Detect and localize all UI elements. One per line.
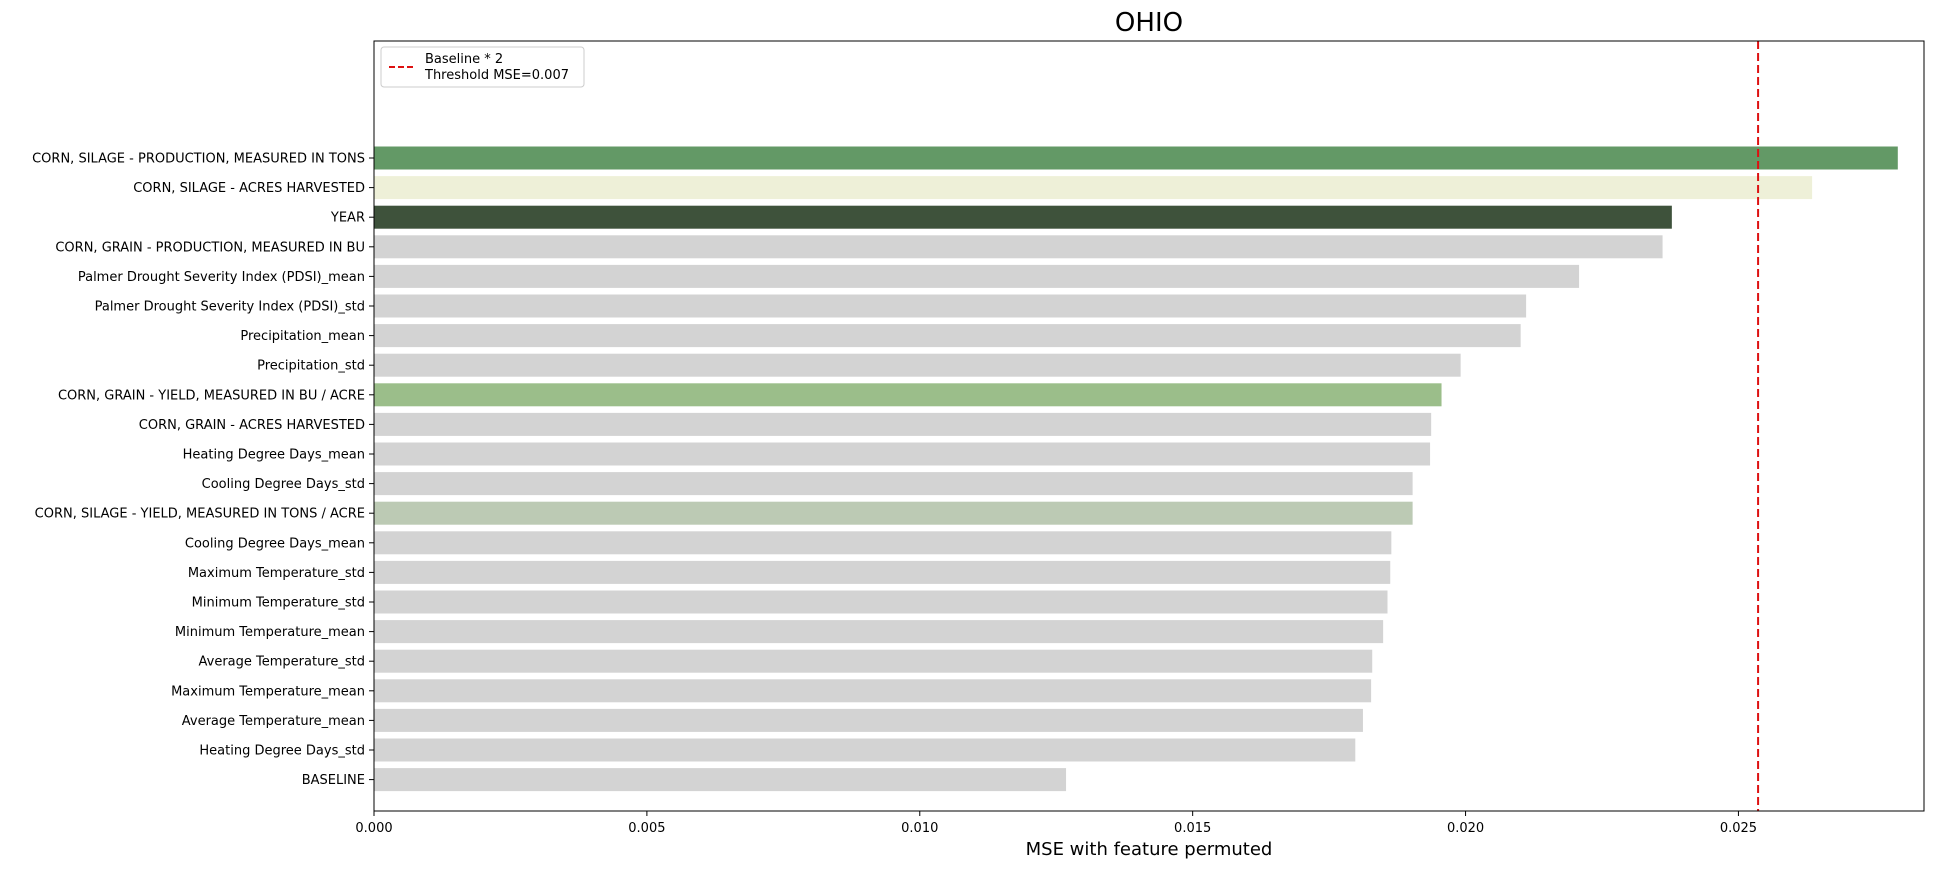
bar bbox=[374, 264, 1580, 288]
bar bbox=[374, 324, 1521, 348]
x-tick-label: 0.005 bbox=[628, 821, 665, 836]
y-tick-label: Precipitation_mean bbox=[240, 329, 365, 344]
bar bbox=[374, 383, 1442, 407]
bar bbox=[374, 442, 1431, 466]
x-tick-label: 0.025 bbox=[1720, 821, 1757, 836]
bar bbox=[374, 679, 1372, 703]
x-tick-label: 0.015 bbox=[1174, 821, 1211, 836]
y-tick-label: Heating Degree Days_mean bbox=[183, 448, 365, 463]
legend-box bbox=[380, 46, 585, 88]
bar bbox=[374, 205, 1672, 229]
legend-entry-2: Threshold MSE=0.007 bbox=[424, 68, 569, 83]
y-tick-label: Average Temperature_std bbox=[199, 655, 366, 670]
bar bbox=[374, 590, 1388, 614]
bar bbox=[374, 472, 1413, 496]
y-tick-label: Cooling Degree Days_std bbox=[202, 477, 365, 492]
y-tick-label: CORN, SILAGE - YIELD, MEASURED IN TONS /… bbox=[35, 507, 365, 522]
y-tick-label: Minimum Temperature_mean bbox=[175, 625, 365, 640]
y-tick-labels: CORN, SILAGE - PRODUCTION, MEASURED IN T… bbox=[32, 152, 374, 788]
bar bbox=[374, 531, 1392, 555]
x-tick-label: 0.010 bbox=[901, 821, 938, 836]
bar bbox=[374, 708, 1363, 732]
bar bbox=[374, 620, 1384, 644]
x-tick-label: 0.000 bbox=[355, 821, 392, 836]
bar bbox=[374, 235, 1663, 259]
chart-title: OHIO bbox=[1115, 8, 1183, 38]
bar bbox=[374, 560, 1391, 584]
bar bbox=[374, 738, 1356, 762]
bar bbox=[374, 146, 1898, 170]
x-axis-label: MSE with feature permuted bbox=[1026, 839, 1273, 860]
y-tick-label: Minimum Temperature_std bbox=[192, 596, 365, 611]
y-tick-label: BASELINE bbox=[302, 773, 365, 788]
bar bbox=[374, 412, 1432, 436]
y-tick-label: YEAR bbox=[330, 211, 365, 226]
bar bbox=[374, 176, 1813, 200]
y-tick-label: Maximum Temperature_std bbox=[188, 566, 365, 581]
bar bbox=[374, 353, 1461, 377]
y-tick-label: CORN, SILAGE - PRODUCTION, MEASURED IN T… bbox=[32, 152, 365, 167]
y-tick-label: CORN, GRAIN - ACRES HARVESTED bbox=[139, 418, 365, 433]
y-tick-label: Heating Degree Days_std bbox=[199, 744, 365, 759]
y-tick-label: CORN, SILAGE - ACRES HARVESTED bbox=[133, 181, 365, 196]
bar bbox=[374, 294, 1527, 318]
x-ticks: 0.000 0.005 0.010 0.015 0.020 0.025 bbox=[355, 811, 1757, 836]
y-tick-label: Maximum Temperature_mean bbox=[171, 684, 365, 699]
y-tick-label: Cooling Degree Days_mean bbox=[185, 536, 365, 551]
legend: Baseline * 2 Threshold MSE=0.007 bbox=[380, 46, 585, 88]
y-tick-label: Precipitation_std bbox=[257, 359, 365, 374]
bar bbox=[374, 768, 1067, 792]
y-tick-label: CORN, GRAIN - PRODUCTION, MEASURED IN BU bbox=[55, 240, 365, 255]
plot-frame bbox=[373, 40, 1925, 812]
bar bbox=[374, 649, 1373, 673]
y-tick-label: Palmer Drought Severity Index (PDSI)_std bbox=[95, 300, 365, 315]
x-tick-label: 0.020 bbox=[1447, 821, 1484, 836]
y-tick-label: CORN, GRAIN - YIELD, MEASURED IN BU / AC… bbox=[58, 388, 365, 403]
bar bbox=[374, 501, 1413, 525]
legend-entry-1: Baseline * 2 bbox=[425, 52, 503, 67]
bars-group bbox=[374, 146, 1898, 792]
y-tick-label: Average Temperature_mean bbox=[182, 714, 365, 729]
y-tick-label: Palmer Drought Severity Index (PDSI)_mea… bbox=[78, 270, 365, 285]
